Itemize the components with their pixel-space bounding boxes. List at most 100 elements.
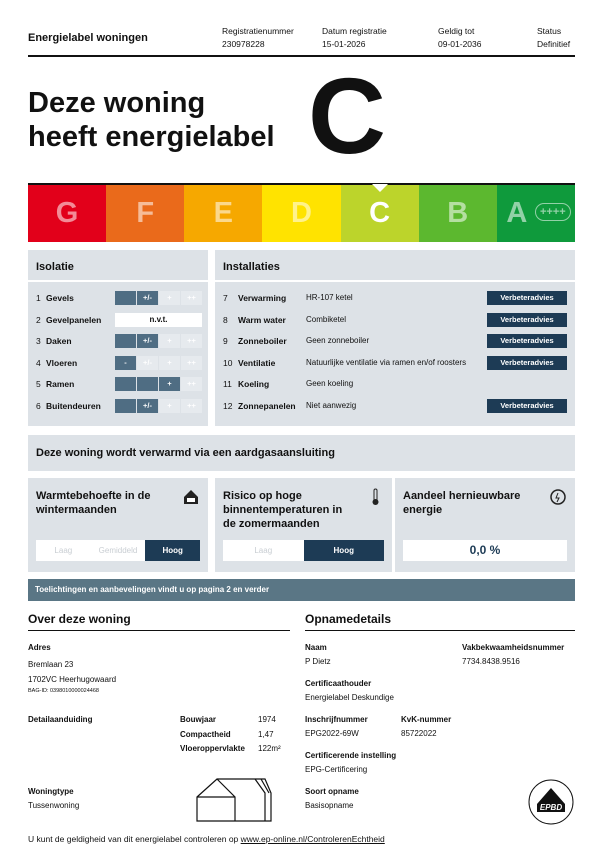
field-value: Basisopname: [305, 801, 354, 810]
field-label: Adres: [28, 643, 51, 652]
row-name: Daken: [46, 336, 72, 346]
rating-cell: +/-: [137, 334, 158, 348]
headline-line: Deze woning: [28, 87, 206, 119]
field-value: 15-01-2026: [322, 39, 366, 49]
row-name: Zonneboiler: [238, 336, 287, 346]
rating-cell: +: [159, 355, 180, 370]
notice: Toelichtingen en aanbevelingen vindt u o…: [35, 585, 270, 594]
row-value: Geen koeling: [306, 379, 354, 388]
section-title: Opnamedetails: [305, 612, 392, 626]
scale-letter: D: [291, 197, 312, 229]
advice-button[interactable]: Verbeteradvies: [487, 355, 567, 370]
panel-title: Isolatie: [36, 261, 74, 273]
field-label: Certificerende instelling: [305, 751, 397, 760]
epbd-logo: EPBD: [528, 779, 574, 825]
field-value: Tussenwoning: [28, 801, 80, 810]
rating-cell: -: [115, 355, 136, 370]
prop-label: Bouwjaar: [180, 715, 217, 724]
row-num: 8: [223, 314, 228, 325]
row-name: Warm water: [238, 314, 286, 325]
prop-value: 1974: [258, 715, 276, 724]
field-value: 230978228: [222, 39, 265, 49]
row-num: 4: [36, 357, 41, 368]
field-label: Naam: [305, 643, 327, 652]
scale-suffix: ++++: [534, 203, 571, 221]
scale-letter: A: [506, 197, 528, 229]
field-label: Status: [537, 26, 562, 36]
field-value: EPG2022-69W: [305, 729, 359, 738]
advice-button[interactable]: Verbeteradvies: [487, 398, 567, 413]
field-value: 85722022: [401, 729, 437, 738]
row-num: 1: [36, 293, 41, 303]
row-name: Koeling: [238, 379, 270, 389]
field-label: KvK-nummer: [401, 715, 452, 724]
rating-cell: +/-: [137, 355, 158, 370]
panel-icon: [184, 490, 198, 504]
rating-cell: ++: [181, 355, 202, 370]
panel-title: Warmtebehoefte in de wintermaanden: [36, 490, 151, 516]
rating-cell: +/-: [137, 291, 158, 305]
divider: [28, 280, 208, 282]
row-num: 10: [223, 357, 233, 368]
scale-letter: F: [136, 197, 155, 229]
rating-cell: ++: [181, 377, 202, 391]
scale-segment: C: [340, 184, 420, 242]
field-value: Energielabel Deskundige: [305, 693, 394, 702]
row-value: HR-107 ketel: [306, 293, 353, 302]
scale-segment: E: [184, 185, 263, 242]
info-panel: Warmtebehoefte in de wintermaanden Laag Ge…: [28, 478, 208, 572]
rating-cell: ++: [181, 398, 202, 413]
rating-cell: ++: [181, 291, 202, 305]
scale-pointer: [371, 184, 388, 192]
panel-title: Aandeel hernieuwbare energie: [403, 490, 521, 516]
row-name: Buitendeuren: [46, 400, 101, 411]
prop-value: 1,47: [258, 729, 274, 739]
section-title: Over deze woning: [28, 612, 131, 626]
field-value: EPG-Certificering: [305, 765, 368, 774]
scale-letter: B: [447, 197, 469, 229]
panel-title: Installaties: [223, 261, 280, 273]
advice-button[interactable]: Verbeteradvies: [487, 334, 567, 348]
address: Bremlaan 23 1702VC Heerhugowaard: [28, 657, 116, 687]
scale-letter: E: [213, 197, 234, 229]
info-panel: Risico op hoge binnentemperaturen in de …: [215, 478, 392, 572]
scale-segment: D: [262, 185, 342, 242]
row-name: Zonnepanelen: [238, 400, 296, 411]
advice-button[interactable]: Verbeteradvies: [487, 291, 567, 305]
footer-link[interactable]: www.ep-online.nl/ControlerenEchtheid: [240, 834, 385, 844]
rating-cell: [115, 291, 136, 305]
row-num: 9: [223, 336, 228, 346]
panel-icon: [372, 488, 379, 505]
scale-segment: A ++++: [496, 185, 576, 242]
field-label: Certificaathouder: [305, 679, 372, 688]
scale-letter: G: [55, 197, 79, 229]
rule: [305, 630, 575, 631]
rating-cell: +/-: [137, 398, 158, 413]
option: Hoog: [145, 540, 200, 561]
row-name: Ventilatie: [238, 357, 276, 368]
headline-line: heeft energielabel: [28, 121, 275, 153]
rating-cell: [115, 377, 136, 391]
row-name: Ramen: [46, 379, 75, 389]
prop-value: 122m²: [258, 744, 281, 753]
field-value: Definitief: [537, 39, 571, 49]
row-value: Geen zonneboiler: [306, 336, 370, 345]
field-label: Woningtype: [28, 787, 74, 796]
row-name: Vloeren: [46, 357, 78, 368]
field-value: 7734.8438.9516: [462, 657, 520, 666]
row-num: 3: [36, 336, 41, 346]
row-num: 2: [36, 314, 41, 325]
installaties-panel: Installaties 7 Verwarming HR-107 ketel Verb…: [215, 250, 575, 426]
rating-cell: +: [159, 377, 180, 391]
field-value: 09-01-2036: [438, 39, 482, 49]
field-value: P Dietz: [305, 657, 331, 666]
address-line: Bremlaan 23: [28, 660, 74, 669]
field-label: Datum registratie: [322, 26, 387, 36]
na-cell: n.v.t.: [115, 312, 202, 327]
field-label: Registratienummer: [222, 26, 294, 36]
advice-button[interactable]: Verbeteradvies: [487, 312, 567, 327]
doc-title: Energielabel woningen: [28, 32, 148, 44]
scale-segment: F: [106, 185, 185, 242]
rating-cell: +: [159, 334, 180, 348]
row-num: 7: [223, 293, 228, 303]
